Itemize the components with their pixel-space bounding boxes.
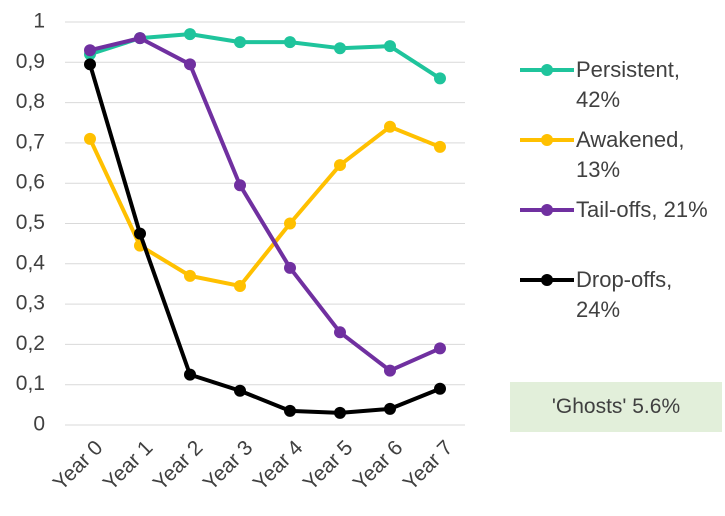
- point: [334, 406, 346, 419]
- legend-swatch: [520, 134, 574, 146]
- point: [234, 384, 246, 397]
- point: [134, 227, 146, 240]
- point: [434, 382, 446, 395]
- point: [234, 179, 246, 192]
- legend-swatch: [520, 274, 574, 286]
- point: [184, 58, 196, 71]
- point: [134, 32, 146, 45]
- x-tick-label: Year 2: [149, 436, 208, 495]
- series-line: [89, 36, 441, 373]
- x-tick-label: Year 6: [349, 436, 408, 495]
- legend-item: Drop-offs, 24%: [520, 265, 725, 325]
- series-line: [89, 32, 442, 81]
- point: [384, 120, 396, 133]
- legend-label: Tail-offs, 21%: [576, 197, 708, 222]
- legend-label: Drop-offs, 24%: [576, 267, 673, 322]
- point: [184, 28, 196, 41]
- point: [84, 58, 96, 71]
- legend-swatch: [520, 64, 574, 76]
- point: [234, 36, 246, 49]
- legend-item: Awakened, 13%: [520, 125, 725, 185]
- legend-item: Persistent, 42%: [520, 55, 725, 115]
- legend-item: Tail-offs, 21%: [520, 195, 725, 225]
- point: [434, 140, 446, 153]
- point: [284, 404, 296, 417]
- y-tick-label: 0,1: [16, 372, 45, 395]
- legend-marker: [541, 204, 553, 216]
- point: [334, 159, 346, 172]
- y-tick-label: 1: [33, 10, 45, 33]
- legend-label: Persistent, 42%: [576, 57, 680, 112]
- point: [184, 368, 196, 381]
- point: [184, 269, 196, 282]
- annotation: 'Ghosts' 5.6%: [510, 382, 722, 432]
- y-tick-label: 0,7: [16, 130, 45, 153]
- x-tick-label: Year 1: [99, 436, 158, 495]
- legend-label: Awakened, 13%: [576, 127, 685, 182]
- x-tick-label: Year 3: [199, 436, 258, 495]
- y-tick-label: 0,8: [16, 90, 45, 113]
- series-line: [88, 124, 441, 288]
- point: [434, 342, 446, 355]
- y-tick-label: 0,9: [16, 50, 45, 73]
- series-line: [88, 63, 441, 415]
- y-tick-label: 0,4: [16, 251, 46, 274]
- y-tick-label: 0,6: [16, 171, 45, 194]
- point: [284, 36, 296, 49]
- x-tick-label: Year 0: [49, 436, 108, 495]
- point: [284, 217, 296, 230]
- y-tick-label: 0,5: [16, 211, 45, 234]
- point: [384, 402, 396, 415]
- point: [84, 44, 96, 57]
- point: [284, 261, 296, 274]
- legend-swatch: [520, 204, 574, 216]
- legend-marker: [541, 134, 553, 146]
- point: [384, 364, 396, 377]
- legend-marker: [541, 274, 553, 286]
- point: [84, 132, 96, 145]
- point: [334, 42, 346, 55]
- x-tick-label: Year 7: [399, 436, 458, 495]
- point: [234, 279, 246, 292]
- point: [434, 72, 446, 85]
- y-tick-label: 0,3: [16, 292, 45, 315]
- y-tick-label: 0,2: [16, 332, 45, 355]
- point: [384, 40, 396, 53]
- x-tick-label: Year 4: [249, 436, 308, 495]
- legend-marker: [541, 64, 553, 76]
- point: [334, 326, 346, 339]
- y-tick-label: 0: [33, 413, 45, 436]
- x-tick-label: Year 5: [299, 436, 358, 495]
